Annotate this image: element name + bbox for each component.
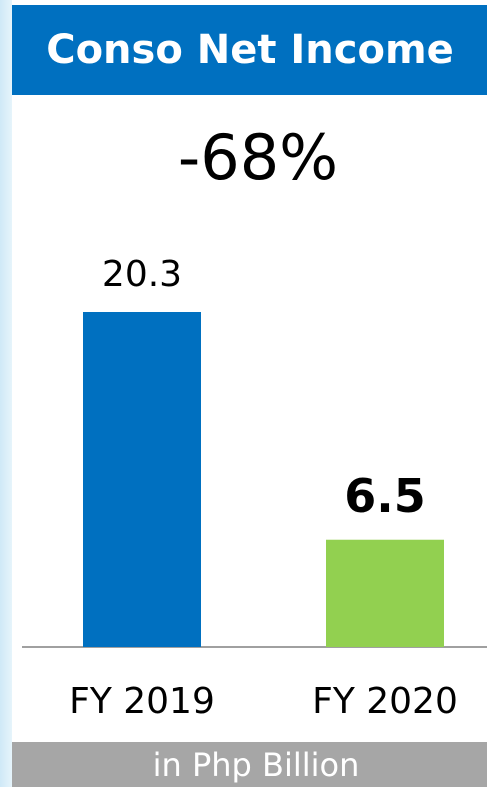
x-tick-label: FY 2019 [69,681,215,722]
title-bar [12,5,487,95]
bar [83,312,201,647]
bar [326,539,444,647]
value-label: 6.5 [344,469,426,523]
value-label: 20.3 [102,254,182,295]
chart-title: Conso Net Income [46,27,454,73]
x-tick-label: FY 2020 [312,681,458,722]
footnote: in Php Billion [153,746,360,784]
footnote-bar [12,742,487,787]
annotation: -68% [178,121,338,194]
